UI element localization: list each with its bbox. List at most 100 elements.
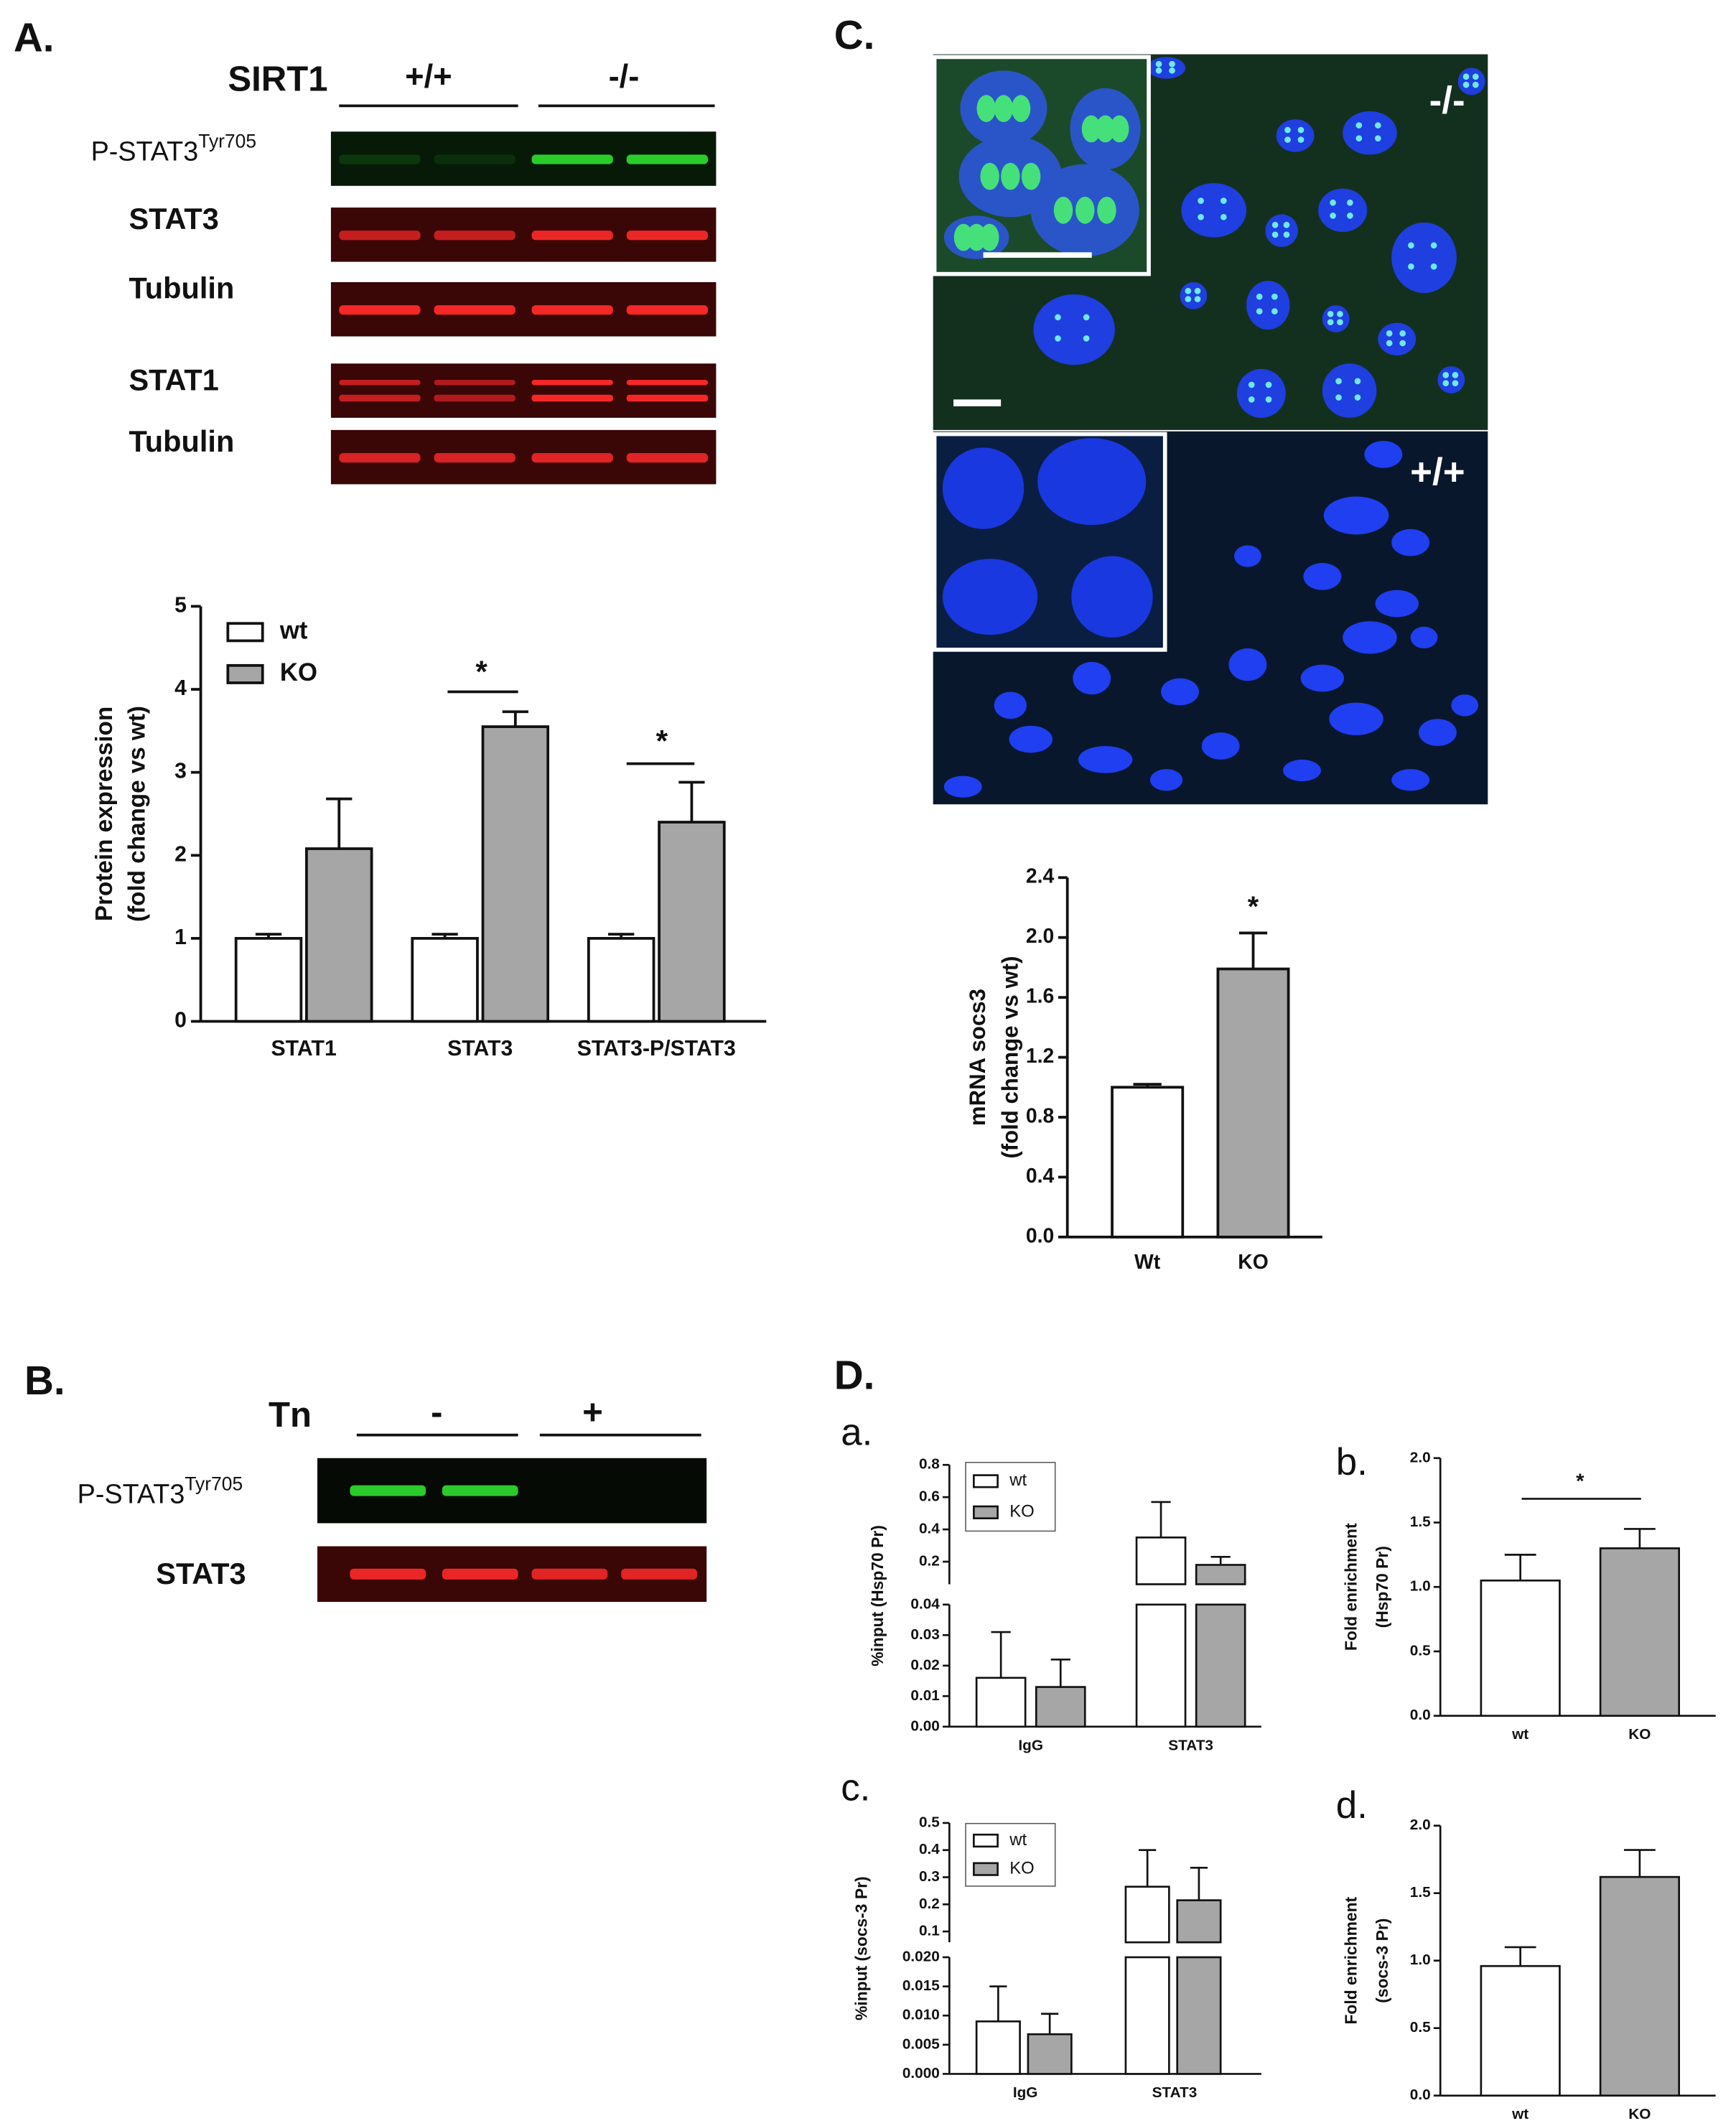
bar bbox=[975, 1677, 1027, 1728]
nucleus bbox=[1283, 759, 1321, 782]
y-tick-label: 1.5 bbox=[1410, 1514, 1431, 1530]
legend-swatch bbox=[973, 1862, 999, 1876]
y-tick-label: 0.01 bbox=[910, 1687, 939, 1704]
foci bbox=[1408, 242, 1414, 249]
y-tick-label: 2.4 bbox=[1026, 865, 1055, 888]
panel-label: C. bbox=[834, 13, 875, 58]
nucleus bbox=[1437, 366, 1465, 393]
x-tick-label: wt bbox=[1511, 1726, 1529, 1743]
foci bbox=[1194, 296, 1201, 302]
bar bbox=[411, 937, 479, 1023]
nucleus bbox=[1236, 368, 1286, 418]
inset-cells bbox=[943, 70, 1141, 259]
y-tick-label: 0.4 bbox=[1026, 1165, 1055, 1188]
y-axis-label: (socs-3 Pr) bbox=[1373, 1918, 1391, 2003]
bar bbox=[1195, 1564, 1246, 1585]
y-axis-label: mRNA socs3 bbox=[965, 989, 990, 1126]
foci bbox=[1083, 335, 1090, 342]
foci bbox=[1297, 126, 1305, 134]
foci bbox=[976, 95, 996, 123]
nucleus bbox=[1071, 556, 1153, 638]
nucleus bbox=[1375, 589, 1419, 617]
bar bbox=[1195, 1603, 1246, 1728]
y-tick-label: 0.5 bbox=[1410, 2019, 1431, 2036]
bar bbox=[1124, 1956, 1170, 2075]
legend-label: wt bbox=[1009, 1470, 1027, 1490]
foci bbox=[1011, 95, 1031, 123]
foci bbox=[1169, 60, 1175, 67]
blot-label-text: STAT3 bbox=[129, 202, 218, 236]
foci bbox=[1021, 162, 1041, 190]
foci bbox=[953, 223, 974, 251]
band bbox=[626, 379, 709, 386]
blot-label: Tubulin bbox=[129, 424, 234, 458]
foci bbox=[1408, 263, 1414, 270]
foci bbox=[1355, 135, 1363, 142]
y-tick-label: 0.6 bbox=[919, 1488, 940, 1505]
nucleus bbox=[1418, 719, 1457, 747]
foci bbox=[1284, 136, 1291, 143]
y-tick-label: 0.0 bbox=[1026, 1224, 1054, 1247]
foci bbox=[966, 223, 986, 251]
foci bbox=[1462, 81, 1470, 88]
y-tick-label: 0.02 bbox=[910, 1656, 939, 1673]
foci bbox=[1155, 60, 1162, 67]
band bbox=[339, 305, 421, 315]
band bbox=[339, 379, 421, 386]
foci bbox=[1055, 335, 1061, 342]
band bbox=[531, 305, 613, 315]
foci bbox=[1271, 293, 1278, 300]
foci bbox=[1220, 213, 1227, 220]
y-tick-label: 5 bbox=[174, 593, 187, 617]
nucleus bbox=[942, 559, 1038, 635]
bar bbox=[1176, 1899, 1222, 1944]
foci bbox=[1462, 73, 1470, 80]
band bbox=[531, 230, 613, 241]
nucleus bbox=[1364, 440, 1403, 468]
blot-label-text: P-STAT3 bbox=[91, 136, 199, 167]
blot-label-text: STAT3 bbox=[156, 1557, 246, 1590]
y-axis-label: (fold change vs wt) bbox=[997, 956, 1022, 1158]
nucleus bbox=[1073, 661, 1111, 695]
band bbox=[434, 230, 515, 241]
blot-label: Tubulin bbox=[129, 271, 234, 304]
band bbox=[531, 154, 613, 164]
y-tick-label: 0.000 bbox=[902, 2065, 940, 2081]
y-tick-label: 1 bbox=[174, 926, 187, 949]
y-tick-label: 0.1 bbox=[919, 1923, 940, 1939]
foci bbox=[1055, 314, 1061, 321]
y-tick-label: 0.0 bbox=[1410, 1707, 1431, 1723]
x-tick-label: IgG bbox=[1013, 2084, 1038, 2101]
nucleus bbox=[1265, 214, 1298, 247]
foci bbox=[1374, 122, 1381, 129]
band bbox=[442, 1568, 518, 1580]
bar bbox=[1124, 1885, 1170, 1944]
significance: * bbox=[1576, 1470, 1585, 1493]
y-axis-label: %input (Hsp70 Pr) bbox=[868, 1525, 887, 1666]
blot-label-text: Tubulin bbox=[129, 271, 234, 304]
y-tick-label: 0.8 bbox=[919, 1456, 940, 1473]
foci bbox=[1327, 311, 1334, 317]
band bbox=[434, 452, 515, 463]
foci bbox=[1083, 314, 1090, 321]
blot-label: STAT3 bbox=[156, 1557, 246, 1590]
y-axis-label: %input (socs-3 Pr) bbox=[851, 1876, 870, 2020]
x-tick-label: STAT3 bbox=[1168, 1737, 1213, 1753]
blot-label-text: Tubulin bbox=[129, 424, 234, 458]
y-tick-label: 1.2 bbox=[1026, 1045, 1054, 1068]
foci bbox=[1330, 199, 1336, 206]
band bbox=[626, 394, 709, 402]
bar bbox=[305, 847, 373, 1023]
foci bbox=[1265, 396, 1272, 403]
y-tick-label: 0.020 bbox=[902, 1948, 940, 1964]
foci bbox=[1337, 319, 1343, 326]
foci bbox=[1248, 396, 1255, 403]
foci bbox=[1001, 162, 1020, 190]
x-tick-label: KO bbox=[1628, 2106, 1651, 2122]
foci bbox=[1399, 340, 1406, 347]
foci bbox=[1185, 296, 1192, 302]
y-axis-label: Fold enrichment bbox=[1341, 1523, 1360, 1651]
nucleus bbox=[1201, 732, 1240, 760]
